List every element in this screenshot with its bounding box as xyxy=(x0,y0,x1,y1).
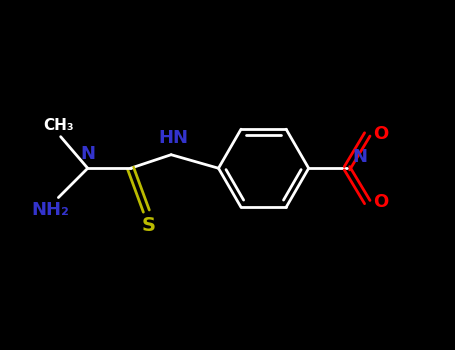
Text: CH₃: CH₃ xyxy=(43,118,74,133)
Text: N: N xyxy=(80,145,95,163)
Text: HN: HN xyxy=(158,128,188,147)
Text: O: O xyxy=(373,125,388,144)
Text: S: S xyxy=(142,216,156,234)
Text: N: N xyxy=(353,148,367,166)
Text: O: O xyxy=(373,193,388,211)
Text: NH₂: NH₂ xyxy=(31,201,69,219)
